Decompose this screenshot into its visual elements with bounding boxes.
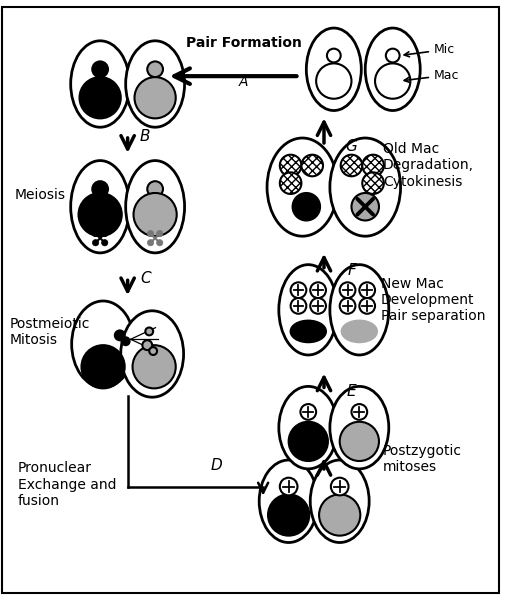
Text: Pronuclear
Exchange and
fusion: Pronuclear Exchange and fusion [18,461,116,508]
Circle shape [149,347,157,355]
Circle shape [279,155,301,176]
Circle shape [268,494,308,536]
Text: B: B [140,129,150,144]
Circle shape [122,337,129,345]
Circle shape [326,49,340,62]
Circle shape [133,193,177,236]
Circle shape [81,345,124,388]
Text: Mic: Mic [404,43,455,57]
Circle shape [279,172,301,194]
Circle shape [339,298,355,314]
Circle shape [374,64,410,99]
Circle shape [156,239,162,246]
Circle shape [301,155,322,176]
Circle shape [292,193,320,220]
Circle shape [79,77,121,118]
Circle shape [359,298,374,314]
Circle shape [101,230,108,237]
Circle shape [351,404,366,420]
Text: Old Mac
Degradation,
Cytokinesis: Old Mac Degradation, Cytokinesis [382,142,473,188]
Ellipse shape [121,311,183,397]
Circle shape [92,230,99,237]
Ellipse shape [278,386,337,469]
Circle shape [290,283,306,298]
Circle shape [279,478,297,496]
Circle shape [288,422,327,461]
Circle shape [92,61,108,77]
Ellipse shape [278,265,337,355]
Ellipse shape [125,161,184,253]
Circle shape [339,283,355,298]
Circle shape [290,298,306,314]
Circle shape [330,478,348,496]
Circle shape [134,77,176,118]
Circle shape [361,155,383,176]
Circle shape [351,193,378,220]
Circle shape [147,61,163,77]
Text: Postzygotic
mitoses: Postzygotic mitoses [382,444,461,474]
Circle shape [78,193,122,236]
Ellipse shape [329,265,388,355]
Circle shape [316,64,351,99]
Text: Mac: Mac [404,68,459,82]
Circle shape [145,328,153,335]
Circle shape [147,181,163,197]
Ellipse shape [329,386,388,469]
Ellipse shape [309,460,369,542]
Text: A: A [238,75,248,89]
Circle shape [132,345,176,388]
Circle shape [92,239,99,246]
Circle shape [115,331,124,340]
Ellipse shape [71,41,129,127]
Circle shape [300,404,316,420]
Ellipse shape [71,161,129,253]
Ellipse shape [364,28,419,110]
Circle shape [147,239,153,246]
Circle shape [361,172,383,194]
Text: Pair Formation: Pair Formation [185,36,301,50]
Ellipse shape [341,320,376,342]
Text: Meiosis: Meiosis [15,188,66,202]
Circle shape [156,230,162,237]
Ellipse shape [259,460,318,542]
Circle shape [92,181,108,197]
Text: D: D [210,458,221,473]
Text: Postmeiotic
Mitosis: Postmeiotic Mitosis [10,317,90,347]
Circle shape [142,340,152,350]
Circle shape [319,494,360,536]
Ellipse shape [306,28,360,110]
Text: New Mac
Development
Pair separation: New Mac Development Pair separation [380,277,485,323]
Ellipse shape [267,138,337,236]
Circle shape [309,298,325,314]
Ellipse shape [125,41,184,127]
Circle shape [385,49,399,62]
Text: E: E [346,384,356,399]
Ellipse shape [290,320,325,342]
Circle shape [339,422,378,461]
Circle shape [309,283,325,298]
Circle shape [340,155,361,176]
Text: F: F [347,263,355,278]
Circle shape [147,230,153,237]
Text: G: G [345,139,357,154]
Ellipse shape [72,301,134,388]
Ellipse shape [329,138,400,236]
Text: C: C [139,271,150,286]
Circle shape [101,239,108,246]
Circle shape [359,283,374,298]
